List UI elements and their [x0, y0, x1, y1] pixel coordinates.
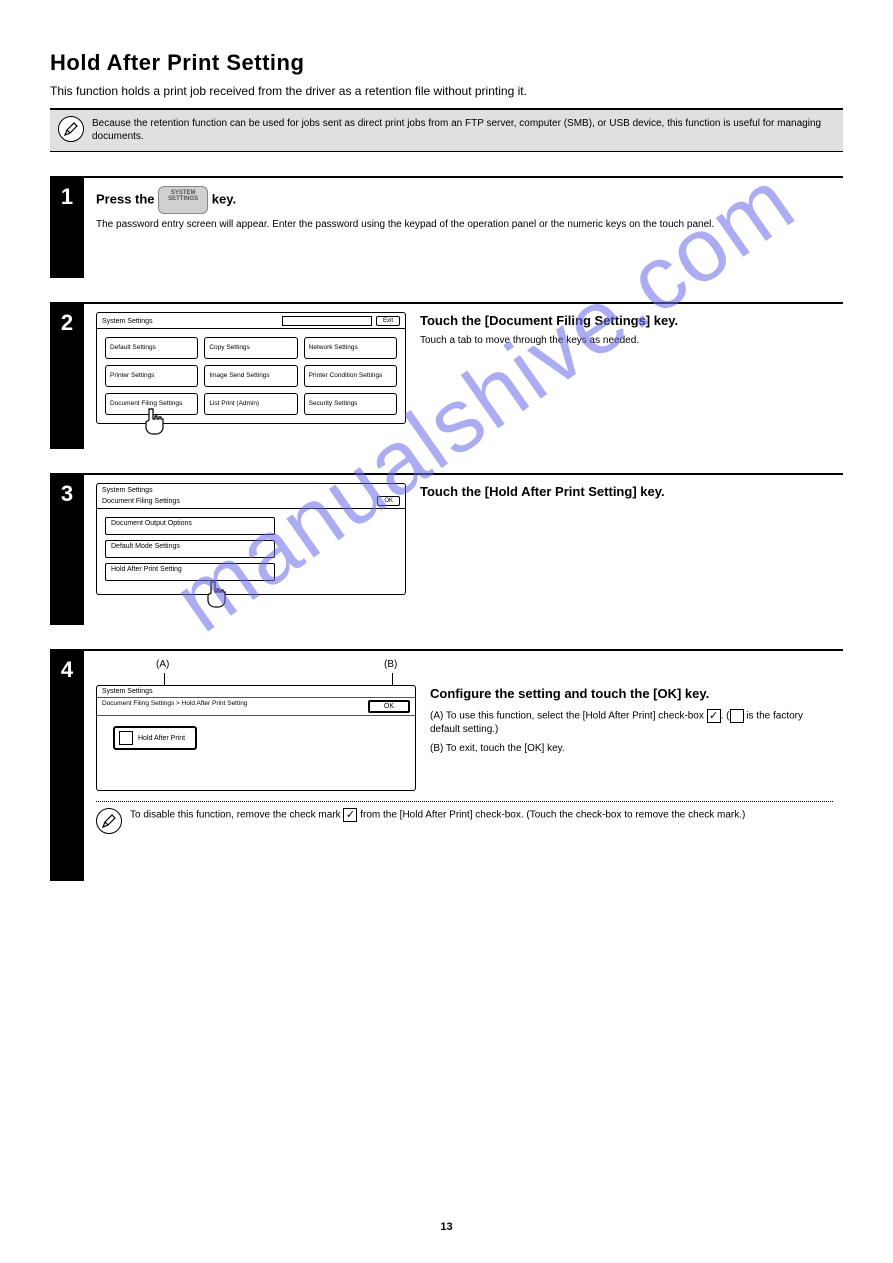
hold-after-print-checkbox[interactable]: Hold After Print [113, 726, 197, 750]
step-4: 4 (A) (B) System Settings Document Filin… [50, 649, 843, 881]
list-item[interactable]: Document Output Options [105, 517, 275, 535]
doc-filing-panel: System Settings Document Filing Settings… [96, 483, 406, 595]
list-item-hold-after-print[interactable]: Hold After Print Setting [105, 563, 275, 581]
step-1-text: The password entry screen will appear. E… [96, 218, 833, 232]
leader-label-b: (B) [384, 659, 397, 670]
panel-title: System Settings [102, 487, 153, 494]
exit-button[interactable]: Exit [376, 316, 400, 326]
panel-title: System Settings [102, 318, 153, 325]
step-1-title: Press the SYSTEM SETTINGS key. [96, 186, 833, 214]
page-subheading: This function holds a print job received… [50, 84, 843, 98]
option-label: Hold After Print [138, 735, 185, 742]
checked-box-icon: ✓ [707, 709, 721, 723]
leader-label-a: (A) [156, 659, 169, 670]
settings-cell[interactable]: Copy Settings [204, 337, 297, 359]
settings-cell[interactable]: Default Settings [105, 337, 198, 359]
step-number: 4 [50, 651, 84, 881]
checkbox-icon [119, 731, 133, 745]
step-4-line-a: (A) To use this function, select the [Ho… [430, 709, 833, 737]
admin-password-field[interactable] [282, 316, 372, 326]
step-number: 1 [50, 178, 84, 278]
settings-cell[interactable]: Printer Condition Settings [304, 365, 397, 387]
checked-box-icon: ✓ [343, 808, 357, 822]
page-title: Hold After Print Setting [50, 50, 843, 76]
note-bar: Because the retention function can be us… [50, 108, 843, 152]
panel-path: Document Filing Settings > Hold After Pr… [102, 700, 247, 713]
foot-note: To disable this function, remove the che… [96, 806, 833, 840]
step-3-title: Touch the [Hold After Print Setting] key… [420, 483, 833, 501]
settings-cell[interactable]: Network Settings [304, 337, 397, 359]
list-item[interactable]: Default Mode Settings [105, 540, 275, 558]
hold-after-print-panel: System Settings Document Filing Settings… [96, 685, 416, 791]
settings-cell[interactable]: Image Send Settings [204, 365, 297, 387]
settings-cell[interactable]: Printer Settings [105, 365, 198, 387]
ok-button[interactable]: OK [368, 700, 410, 713]
step-2: 2 System Settings Exit Default Settings [50, 302, 843, 449]
unchecked-box-icon [730, 709, 744, 723]
pointer-hand-icon [205, 580, 231, 610]
step-4-line-b: (B) To exit, touch the [OK] key. [430, 742, 833, 756]
page-number: 13 [0, 1221, 893, 1233]
settings-cell[interactable]: List Print (Admin) [204, 393, 297, 415]
system-settings-key-label: SYSTEM SETTINGS [159, 190, 207, 202]
step-3: 3 System Settings Document Filing Settin… [50, 473, 843, 625]
footnote-suffix: from the [Hold After Print] check-box. (… [360, 810, 745, 821]
pointer-hand-icon [143, 407, 169, 437]
pencil-icon [58, 116, 84, 142]
system-settings-key[interactable]: SYSTEM SETTINGS [158, 186, 208, 214]
step-2-title: Touch the [Document Filing Settings] key… [420, 312, 833, 330]
system-settings-panel: System Settings Exit Default Settings Co… [96, 312, 406, 424]
step-1: 1 Press the SYSTEM SETTINGS key. The pas… [50, 176, 843, 278]
step-2-text: Touch a tab to move through the keys as … [420, 334, 833, 348]
pencil-icon [96, 808, 122, 834]
step-number: 2 [50, 304, 84, 449]
settings-cell[interactable]: Security Settings [304, 393, 397, 415]
line-a-text: (A) To use this function, select the [Ho… [430, 710, 707, 721]
panel-path: Document Filing Settings [102, 498, 180, 505]
note-text: Because the retention function can be us… [92, 116, 835, 143]
step-4-title: Configure the setting and touch the [OK]… [430, 685, 833, 703]
step-number: 3 [50, 475, 84, 625]
step-1-title-suffix: key. [212, 191, 236, 206]
ok-button[interactable]: OK [377, 496, 400, 506]
panel-title: System Settings [102, 688, 153, 695]
footnote-prefix: To disable this function, remove the che… [130, 810, 343, 821]
dotted-divider [96, 801, 833, 802]
step-1-title-prefix: Press the [96, 191, 158, 206]
